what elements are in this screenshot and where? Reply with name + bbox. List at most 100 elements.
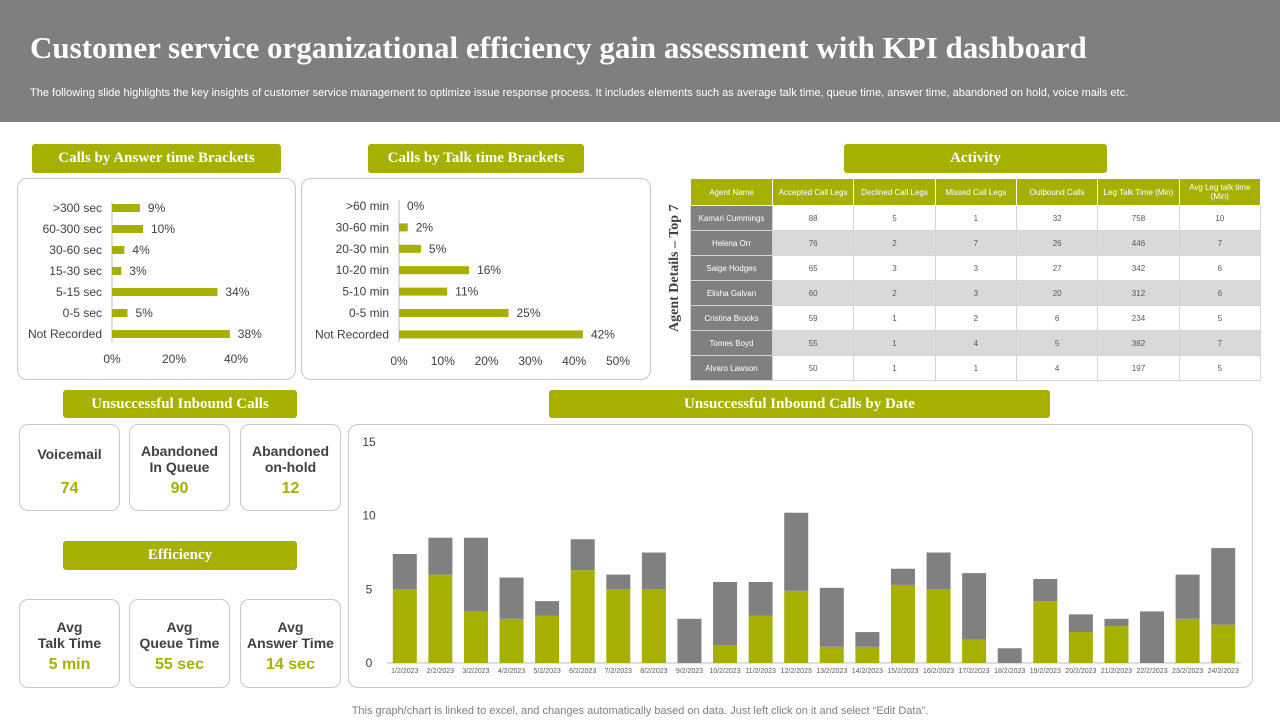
bar-segment-2 [855,632,880,647]
bar-segment-2 [962,573,987,640]
date-label: 14/2/2023 [852,668,883,675]
cell: 6 [1178,255,1262,281]
y-tick-label: 5 [366,582,373,596]
avg-answer-label-1: Avg [277,619,304,635]
bar-segment-1 [1211,624,1236,663]
voicemail-label: Voicemail [37,446,102,462]
data-label: 9% [148,201,166,215]
bar-segment-1 [926,589,951,663]
date-label: 21/2/2023 [1101,668,1132,675]
date-label: 20/2/2023 [1065,668,1096,675]
x-tick-label: 40% [562,354,586,368]
table-row: Saige Hodges 65 3 3 27 342 6 [690,255,1262,281]
cell: 59 [771,305,855,331]
cell: 312 [1097,280,1180,306]
category-label: >60 min [346,199,389,213]
cell: 5 [1015,330,1099,356]
x-tick-label: 40% [224,352,248,366]
cell: 7 [1178,230,1262,256]
footer-note: This graph/chart is linked to excel, and… [351,705,929,717]
col-agent-name: Agent Name [690,178,773,206]
cell: 26 [1015,230,1099,256]
bar-segment-1 [463,611,488,663]
date-label: 16/2/2023 [923,668,954,675]
data-label: 2% [416,220,434,234]
table-header-row: Agent Name Accepted Call Legs Declined C… [690,178,1262,206]
bar-segment-2 [713,581,738,646]
avg-answer-label-2: Answer Time [247,635,334,651]
abandoned-queue-label-1: Abandoned [141,443,218,459]
cell: 4 [934,330,1017,356]
cell: 342 [1097,255,1180,281]
cell: 5 [1178,305,1262,331]
answer-brackets-chart: >300 sec 9% 60-300 sec 10% 30-60 sec 4% 15-30 … [28,201,262,366]
table-row: Kamari Cummings 88 5 1 32 758 10 [690,205,1262,231]
category-label: 20-30 min [336,242,389,256]
data-label: 38% [238,327,262,341]
bar-segment-2 [677,618,702,663]
cell: 88 [771,205,855,231]
data-label: 4% [132,243,150,257]
bar-segment-2 [819,587,844,647]
cell: 55 [771,330,855,356]
category-label: 15-30 sec [49,264,102,278]
bar [112,288,218,296]
cell: 3 [853,255,936,281]
data-label: 10% [151,222,175,236]
cell: 2 [934,305,1017,331]
bar-segment-1 [855,646,880,663]
bar-segment-1 [1104,626,1129,663]
bar-segment-2 [535,601,560,616]
x-tick-label: 0% [390,354,408,368]
cell: 4 [1015,355,1099,381]
bar-segment-2 [1068,614,1093,633]
cell: 20 [1015,280,1099,306]
date-label: 12/2/2023 [781,668,812,675]
bar-segment-2 [1175,574,1200,619]
y-tick-label: 15 [362,435,376,449]
avg-talk-value: 5 min [48,656,91,673]
bar-segment-2 [1104,618,1129,627]
date-label: 15/2/2023 [887,668,918,675]
calls-by-date-title: Unsuccessful Inbound Calls by Date [549,390,1050,418]
table-row: Tomes Boyd 55 1 4 5 382 7 [690,330,1262,356]
bar [399,223,408,232]
answer-brackets-title: Calls by Answer time Brackets [32,144,281,173]
bar [399,287,448,296]
cell: 2 [853,280,936,306]
bar-segment-2 [1033,579,1058,602]
date-label: 24/2/2023 [1208,668,1239,675]
col-leg-talk: Leg Talk Time (Min) [1097,178,1180,206]
bar-segment-2 [641,552,666,590]
category-label: 0-5 sec [63,306,102,320]
answer-brackets-panel: >300 sec 9% 60-300 sec 10% 30-60 sec 4% 15-30 … [17,178,296,380]
bar [112,225,143,233]
abandoned-hold-value: 12 [281,480,300,497]
bar [112,246,125,254]
col-declined: Declined Call Legs [853,178,936,206]
cell: 1 [934,205,1017,231]
category-label: 5-15 sec [56,285,102,299]
calls-by-date-chart: 0 5 10 15 1/2/2023 2/2/2023 3/2/2023 4/2/2023 5/… [362,435,1241,675]
date-label: 4/2/2023 [498,668,525,675]
cell: 1 [934,355,1017,381]
date-label: 11/2/2023 [745,668,776,675]
agent-name: Tomes Boyd [690,330,773,356]
date-label: 22/2/2023 [1136,668,1167,675]
agent-name: Cristina Brooks [690,305,773,331]
x-tick-label: 50% [606,354,630,368]
abandoned-hold-label-2: on-hold [264,459,317,475]
data-label: 34% [225,285,249,299]
cell: 65 [771,255,855,281]
voicemail-card: Voicemail 74 [19,424,120,511]
voicemail-value: 74 [60,480,79,497]
abandoned-hold-card: Abandoned on-hold 12 [240,424,341,511]
data-label: 11% [455,285,478,299]
category-label: 0-5 min [349,306,389,320]
header-banner: Customer service organizational efficien… [0,0,1280,122]
cell: 5 [1178,355,1262,381]
col-outbound: Outbound Calls [1015,178,1099,206]
table-row: Helena Orr 76 2 7 26 446 7 [690,230,1262,256]
cell: 76 [771,230,855,256]
category-label: Not Recorded [315,327,389,341]
